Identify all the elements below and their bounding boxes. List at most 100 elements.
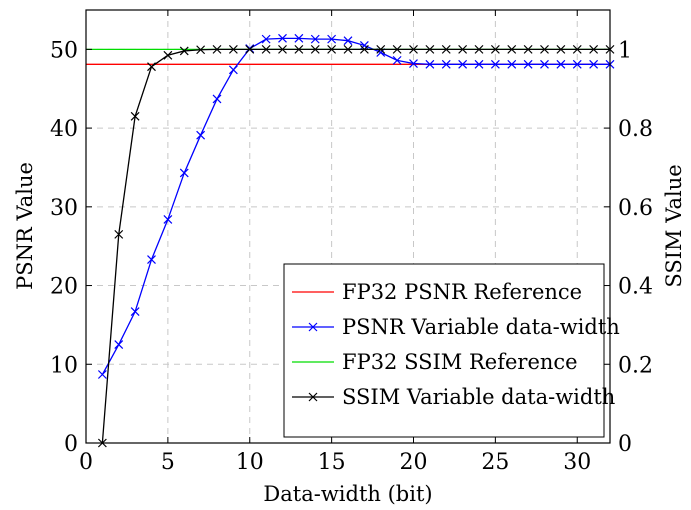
data-point-marker [507, 44, 517, 54]
data-point-marker [343, 36, 353, 46]
data-point-marker [490, 44, 500, 54]
data-point-marker [556, 44, 566, 54]
data-point-marker [278, 33, 287, 43]
y-axis-left-label: PSNR Value [13, 162, 37, 290]
data-point-marker [212, 94, 222, 104]
data-point-marker [147, 62, 156, 72]
legend-swatch-marker [308, 392, 318, 402]
data-point-marker [228, 44, 238, 54]
data-point-marker [130, 307, 140, 316]
data-point-marker [343, 44, 353, 54]
data-point-marker [392, 44, 402, 54]
data-point-marker [458, 44, 468, 54]
data-point-marker [474, 44, 484, 54]
data-point-marker [163, 50, 173, 60]
data-point-marker [114, 340, 124, 350]
data-point-marker [523, 59, 533, 69]
data-point-marker [507, 59, 517, 69]
data-point-marker [540, 44, 549, 54]
y-right-tick-label: 0.4 [618, 275, 653, 300]
data-point-marker [212, 44, 222, 54]
x-tick-label: 30 [563, 450, 591, 475]
data-point-marker [327, 34, 337, 44]
x-tick-label: 10 [236, 450, 264, 475]
data-point-marker [572, 44, 582, 54]
legend-swatch-marker [308, 322, 318, 332]
data-point-marker [572, 59, 582, 69]
legend-entry: FP32 PSNR Reference [292, 280, 582, 304]
data-point-marker [441, 44, 451, 54]
y-left-tick-label: 0 [64, 432, 78, 457]
data-point-marker [474, 59, 484, 69]
y-left-tick-label: 10 [50, 353, 78, 378]
data-point-marker [245, 44, 255, 54]
legend-label: FP32 SSIM Reference [342, 350, 578, 374]
data-point-marker [376, 44, 386, 54]
data-point-marker [523, 44, 533, 54]
legend-entry: FP32 SSIM Reference [292, 350, 578, 374]
data-point-marker [540, 59, 549, 69]
data-point-marker [196, 45, 206, 55]
y-right-tick-label: 0.8 [618, 117, 653, 142]
data-point-marker [327, 44, 337, 54]
series-layer [86, 33, 615, 448]
data-point-marker [458, 59, 468, 69]
y-axis-right-label: SSIM Value [662, 164, 686, 287]
data-point-marker [425, 44, 435, 54]
x-tick-label: 0 [79, 450, 93, 475]
x-axis-label: Data-width (bit) [263, 482, 432, 506]
data-point-marker [556, 59, 566, 69]
series-line [101, 48, 610, 444]
data-point-marker [409, 59, 418, 68]
y-right-tick-label: 0.6 [618, 196, 653, 221]
data-point-marker [359, 44, 369, 54]
legend-label: SSIM Variable data-width [342, 385, 615, 409]
data-point-marker [147, 255, 156, 264]
data-point-marker [425, 59, 435, 69]
data-point-marker [441, 59, 451, 69]
y-left-tick-label: 50 [50, 38, 78, 63]
series-line [101, 37, 610, 375]
y-left-tick-label: 20 [50, 275, 78, 300]
series-ssim-variable-data-width [97, 44, 615, 448]
data-point-marker [130, 111, 140, 121]
data-point-marker [294, 33, 304, 43]
data-point-marker [261, 34, 271, 44]
x-tick-label: 20 [400, 450, 428, 475]
y-right-tick-label: 0 [618, 432, 632, 457]
plot-frame [85, 9, 611, 444]
data-point-marker [179, 46, 189, 56]
y-left-tick-label: 30 [50, 196, 78, 221]
data-point-marker [228, 65, 238, 75]
data-point-marker [409, 44, 418, 54]
data-point-marker [589, 59, 599, 69]
x-tick-label: 5 [161, 450, 175, 475]
legend: FP32 PSNR Reference PSNR Variable data-wi… [283, 263, 620, 438]
data-point-marker [163, 214, 173, 224]
data-point-marker [310, 44, 320, 54]
x-tick-label: 15 [318, 450, 346, 475]
legend-label: PSNR Variable data-width [342, 315, 620, 339]
ticks-layer: 0 5 10 15 20 25 30 0 10 20 30 40 50 0 0.2 0.4 0.6 0.8 1 [50, 10, 653, 475]
x-tick-label: 25 [481, 450, 509, 475]
data-point-marker [490, 59, 500, 69]
data-point-marker [310, 34, 320, 44]
data-point-marker [196, 130, 206, 140]
data-point-marker [278, 44, 287, 54]
data-point-marker [179, 168, 189, 178]
y-right-tick-label: 0.2 [618, 353, 653, 378]
legend-entry: SSIM Variable data-width [292, 385, 615, 409]
data-point-marker [392, 55, 402, 65]
data-point-marker [359, 41, 369, 50]
data-point-marker [114, 229, 124, 239]
data-point-marker [294, 44, 304, 54]
data-point-marker [589, 44, 599, 54]
y-right-tick-label: 1 [618, 38, 632, 63]
legend-box [283, 263, 605, 438]
legend-entry: PSNR Variable data-width [292, 315, 620, 339]
legend-label: FP32 PSNR Reference [342, 280, 582, 304]
y-left-tick-label: 40 [50, 117, 78, 142]
data-point-marker [97, 370, 107, 379]
data-point-marker [261, 44, 271, 54]
